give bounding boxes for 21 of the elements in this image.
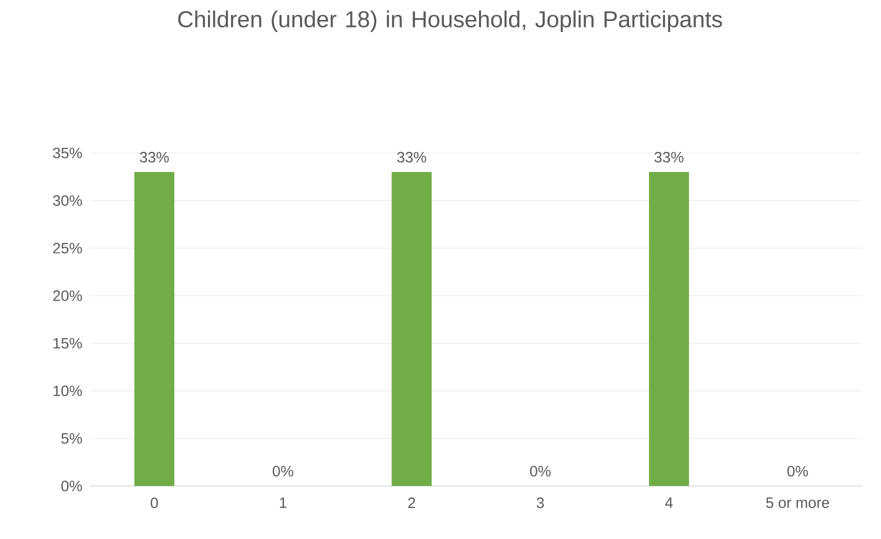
x-tick-label: 1: [280, 498, 286, 508]
y-tick-label: 35%: [53, 148, 82, 158]
x-tick-label: 3: [536, 498, 544, 508]
chart-title: Children (under 18) in Household, Joplin Participants: [178, 10, 722, 32]
data-label: 0%: [530, 466, 551, 476]
data-label: 0%: [787, 466, 808, 476]
y-tick-label: 15%: [54, 338, 82, 349]
x-tick-label: 4: [665, 498, 673, 508]
y-tick-label: 30%: [53, 195, 82, 206]
data-label: 33%: [397, 152, 426, 162]
data-label: 33%: [654, 152, 684, 162]
y-tick-label: 5%: [61, 433, 82, 444]
y-tick-label: 10%: [54, 386, 82, 396]
data-label: 0%: [272, 466, 294, 476]
y-tick-label: 25%: [53, 242, 82, 254]
y-tick-label: 0%: [61, 480, 82, 492]
y-tick-label: 20%: [53, 290, 82, 302]
x-tick-label: 2: [408, 498, 416, 508]
x-tick-label: 0: [150, 498, 158, 508]
x-tick-label: 5 or more: [766, 498, 830, 508]
data-label: 33%: [140, 152, 169, 162]
